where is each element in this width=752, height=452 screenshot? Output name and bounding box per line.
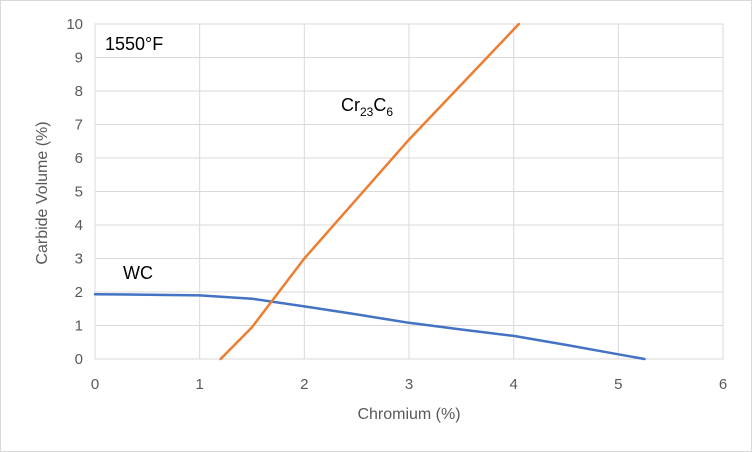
x-axis-title: Chromium (%) [357, 406, 460, 423]
wc-series-label: WC [123, 263, 153, 283]
cr23c6-series-label: Cr23C6 [341, 95, 393, 119]
plot-area-border [94, 23, 724, 360]
cr-label-mid: C [373, 95, 386, 115]
cr-label-sub-23: 23 [360, 105, 374, 119]
y-tick-label-5: 5 [75, 184, 83, 201]
y-tick-label-6: 6 [75, 150, 83, 167]
y-axis-title: Carbide Volume (%) [34, 121, 51, 264]
temperature-label: 1550°F [105, 34, 163, 54]
x-tick-labels: 0 1 2 3 4 5 6 [91, 376, 727, 393]
y-tick-label-10: 10 [66, 16, 83, 33]
x-tick-label-2: 2 [300, 376, 308, 393]
y-tick-label-3: 3 [75, 251, 83, 268]
series-line-1 [219, 22, 521, 361]
x-tick-label-5: 5 [614, 376, 622, 393]
y-tick-label-1: 1 [75, 318, 83, 335]
y-tick-label-0: 0 [75, 351, 83, 368]
plot-border [94, 23, 724, 360]
y-tick-labels: 0 1 2 3 4 5 6 7 8 9 10 [66, 16, 83, 368]
x-tick-label-3: 3 [405, 376, 413, 393]
series-line-0 [93, 293, 646, 361]
y-tick-label-4: 4 [75, 217, 83, 234]
x-tick-label-4: 4 [509, 376, 517, 393]
cr-label-base: Cr [341, 95, 360, 115]
x-tick-label-6: 6 [719, 376, 727, 393]
y-tick-label-8: 8 [75, 83, 83, 100]
y-tick-label-7: 7 [75, 117, 83, 134]
x-tick-label-0: 0 [91, 376, 99, 393]
x-tick-label-1: 1 [195, 376, 203, 393]
gridlines [94, 23, 724, 360]
cr-label-sub-6: 6 [386, 105, 393, 119]
series-lines [93, 22, 646, 361]
y-tick-label-9: 9 [75, 50, 83, 67]
y-tick-label-2: 2 [75, 284, 83, 301]
